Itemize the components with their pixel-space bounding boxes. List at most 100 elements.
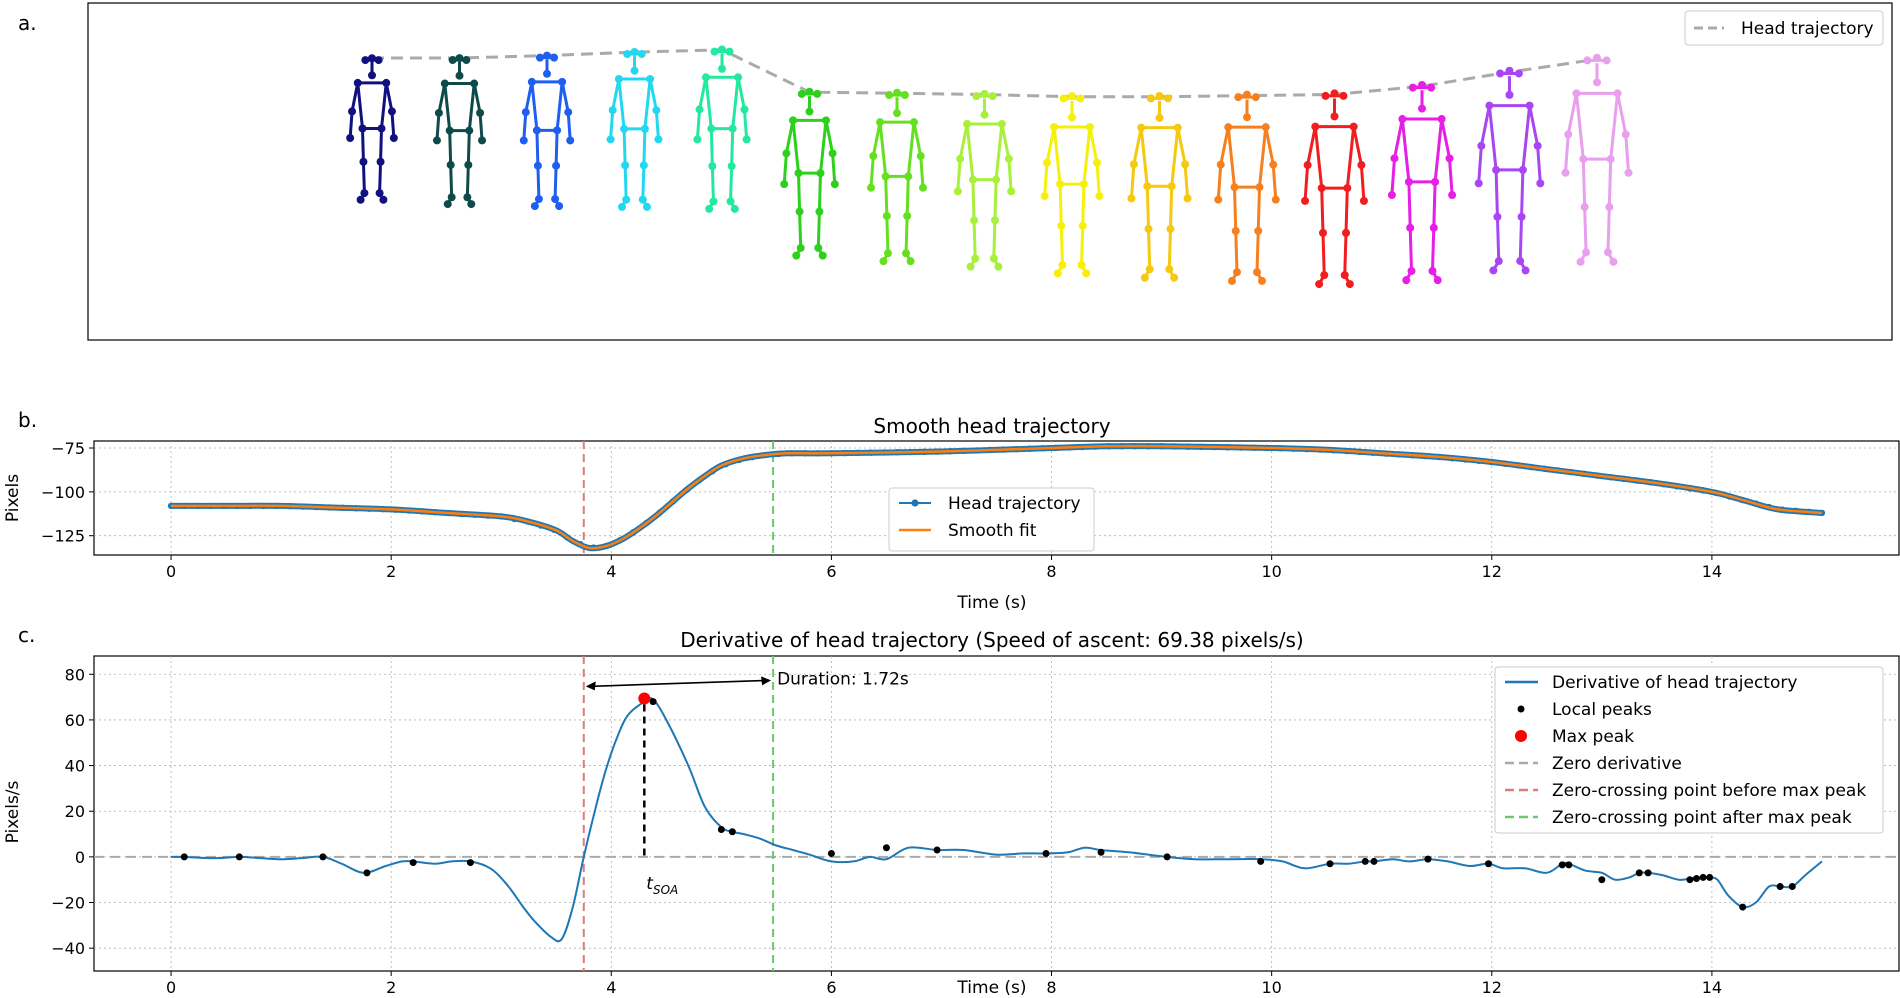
- panel-c-xlabel: Time (s): [956, 978, 1026, 998]
- skeleton-bone: [905, 176, 910, 216]
- skeleton-joint: [445, 126, 454, 135]
- skeleton-joint: [387, 107, 396, 116]
- skeleton-bone: [1448, 158, 1454, 196]
- skeleton-joint: [1492, 165, 1501, 174]
- skeleton-bone: [885, 215, 890, 254]
- skeleton-joint: [375, 189, 384, 198]
- skeleton-joint: [1231, 226, 1240, 235]
- skeleton-joint: [701, 73, 710, 82]
- local-peak-marker: [717, 825, 725, 833]
- skeleton-bone: [348, 111, 354, 139]
- skeleton-bone: [992, 220, 997, 259]
- x-tick-label: 10: [1261, 978, 1281, 997]
- skeleton-joint: [906, 257, 915, 266]
- skeleton-bone: [1359, 164, 1366, 201]
- panel-label-a: a.: [18, 11, 37, 35]
- skeleton-figure-12: [1301, 89, 1368, 289]
- x-tick-label: 2: [386, 562, 396, 581]
- skeleton-joint: [379, 195, 388, 204]
- panel-a-legend-box: [1684, 10, 1884, 46]
- skeleton-bone: [1043, 162, 1049, 197]
- skeleton-joint: [550, 53, 559, 62]
- panel-b-title: Smooth head trajectory: [873, 414, 1110, 438]
- local-peak-marker: [649, 698, 657, 706]
- duration-arrow: [585, 676, 772, 691]
- skeleton-bone: [654, 110, 660, 140]
- skeleton-joint: [1603, 248, 1612, 257]
- skeleton-joint: [1448, 191, 1457, 200]
- skeleton-joint: [476, 108, 485, 117]
- skeleton-joint: [1233, 268, 1241, 277]
- local-peaks-markers: [180, 698, 1796, 911]
- skeleton-joint: [1164, 94, 1173, 103]
- local-peak-marker: [1326, 860, 1334, 868]
- skeleton-joint: [1230, 183, 1239, 192]
- legend-b-head-trajectory-marker: [911, 499, 919, 507]
- panel-b-ylabel: Pixels: [3, 474, 23, 522]
- skeleton-bone: [623, 165, 628, 200]
- skeleton-joint: [1183, 194, 1192, 203]
- skeleton-joint: [725, 47, 734, 56]
- skeleton-joint: [564, 108, 573, 117]
- local-peak-marker: [1257, 857, 1265, 865]
- skeleton-bone: [1233, 187, 1238, 231]
- skeleton-bone: [1345, 126, 1356, 189]
- skeleton-joint: [346, 134, 355, 142]
- skeleton-bone: [729, 166, 734, 202]
- skeleton-joint: [909, 118, 918, 127]
- skeleton-joint: [1605, 203, 1614, 212]
- skeleton-joint: [1429, 223, 1438, 232]
- local-peak-marker: [1042, 849, 1050, 857]
- skeleton-joint: [718, 64, 726, 73]
- skeleton-bone: [1255, 230, 1260, 273]
- skeleton-joint: [792, 251, 801, 260]
- skeleton-joint: [718, 45, 726, 54]
- skeleton-bone: [1566, 93, 1578, 135]
- skeleton-bone: [1216, 164, 1223, 200]
- skeleton-joint: [368, 54, 376, 63]
- panel-label-c: c.: [18, 623, 35, 647]
- x-tick-label: 12: [1482, 978, 1502, 997]
- skeleton-joint: [1050, 123, 1059, 132]
- local-peak-marker: [1565, 861, 1573, 869]
- skeleton-bone: [560, 81, 570, 113]
- skeleton-bone: [816, 211, 821, 248]
- skeleton-joint: [1517, 212, 1526, 221]
- skeleton-joint: [1129, 160, 1138, 169]
- skeleton-joint: [521, 108, 530, 117]
- skeleton-bone: [522, 112, 528, 141]
- skeleton-figure-5: [693, 45, 751, 213]
- skeleton-bone: [710, 166, 715, 202]
- skeleton-bone: [356, 82, 364, 129]
- skeleton-joint: [1057, 221, 1066, 230]
- skeleton-bone: [1343, 232, 1348, 276]
- skeleton-joint: [1127, 194, 1136, 203]
- skeleton-joint: [1445, 154, 1454, 163]
- skeleton-joint: [1318, 228, 1327, 237]
- skeleton-bone: [1132, 127, 1143, 165]
- skeleton-joint: [630, 47, 639, 56]
- skeleton-joint: [532, 126, 541, 135]
- skeleton-joint: [971, 254, 980, 263]
- skeleton-joint: [1339, 91, 1348, 100]
- skeleton-bone: [1430, 227, 1436, 272]
- skeleton-bone: [1219, 126, 1230, 165]
- skeleton-joint: [642, 202, 651, 211]
- skeleton-joint: [997, 119, 1006, 128]
- skeleton-bone: [1226, 126, 1236, 188]
- local-peak-marker: [180, 853, 188, 861]
- legend-b-head-trajectory-label: Head trajectory: [948, 494, 1081, 514]
- skeleton-joint: [1505, 90, 1514, 99]
- skeleton-joint: [652, 106, 661, 115]
- skeleton-bone: [1176, 127, 1187, 165]
- skeleton-joint: [828, 149, 837, 158]
- y-tick-label: 60: [65, 711, 85, 730]
- tsoa-symbol: t: [646, 874, 654, 894]
- skeleton-bone: [1183, 164, 1190, 199]
- head-trajectory-line: [372, 48, 1598, 99]
- skeleton-bone: [648, 78, 658, 111]
- skeleton-joint: [1243, 90, 1251, 99]
- skeleton-bone: [971, 179, 976, 221]
- skeleton-bone: [380, 82, 388, 129]
- skeleton-joint: [552, 161, 561, 170]
